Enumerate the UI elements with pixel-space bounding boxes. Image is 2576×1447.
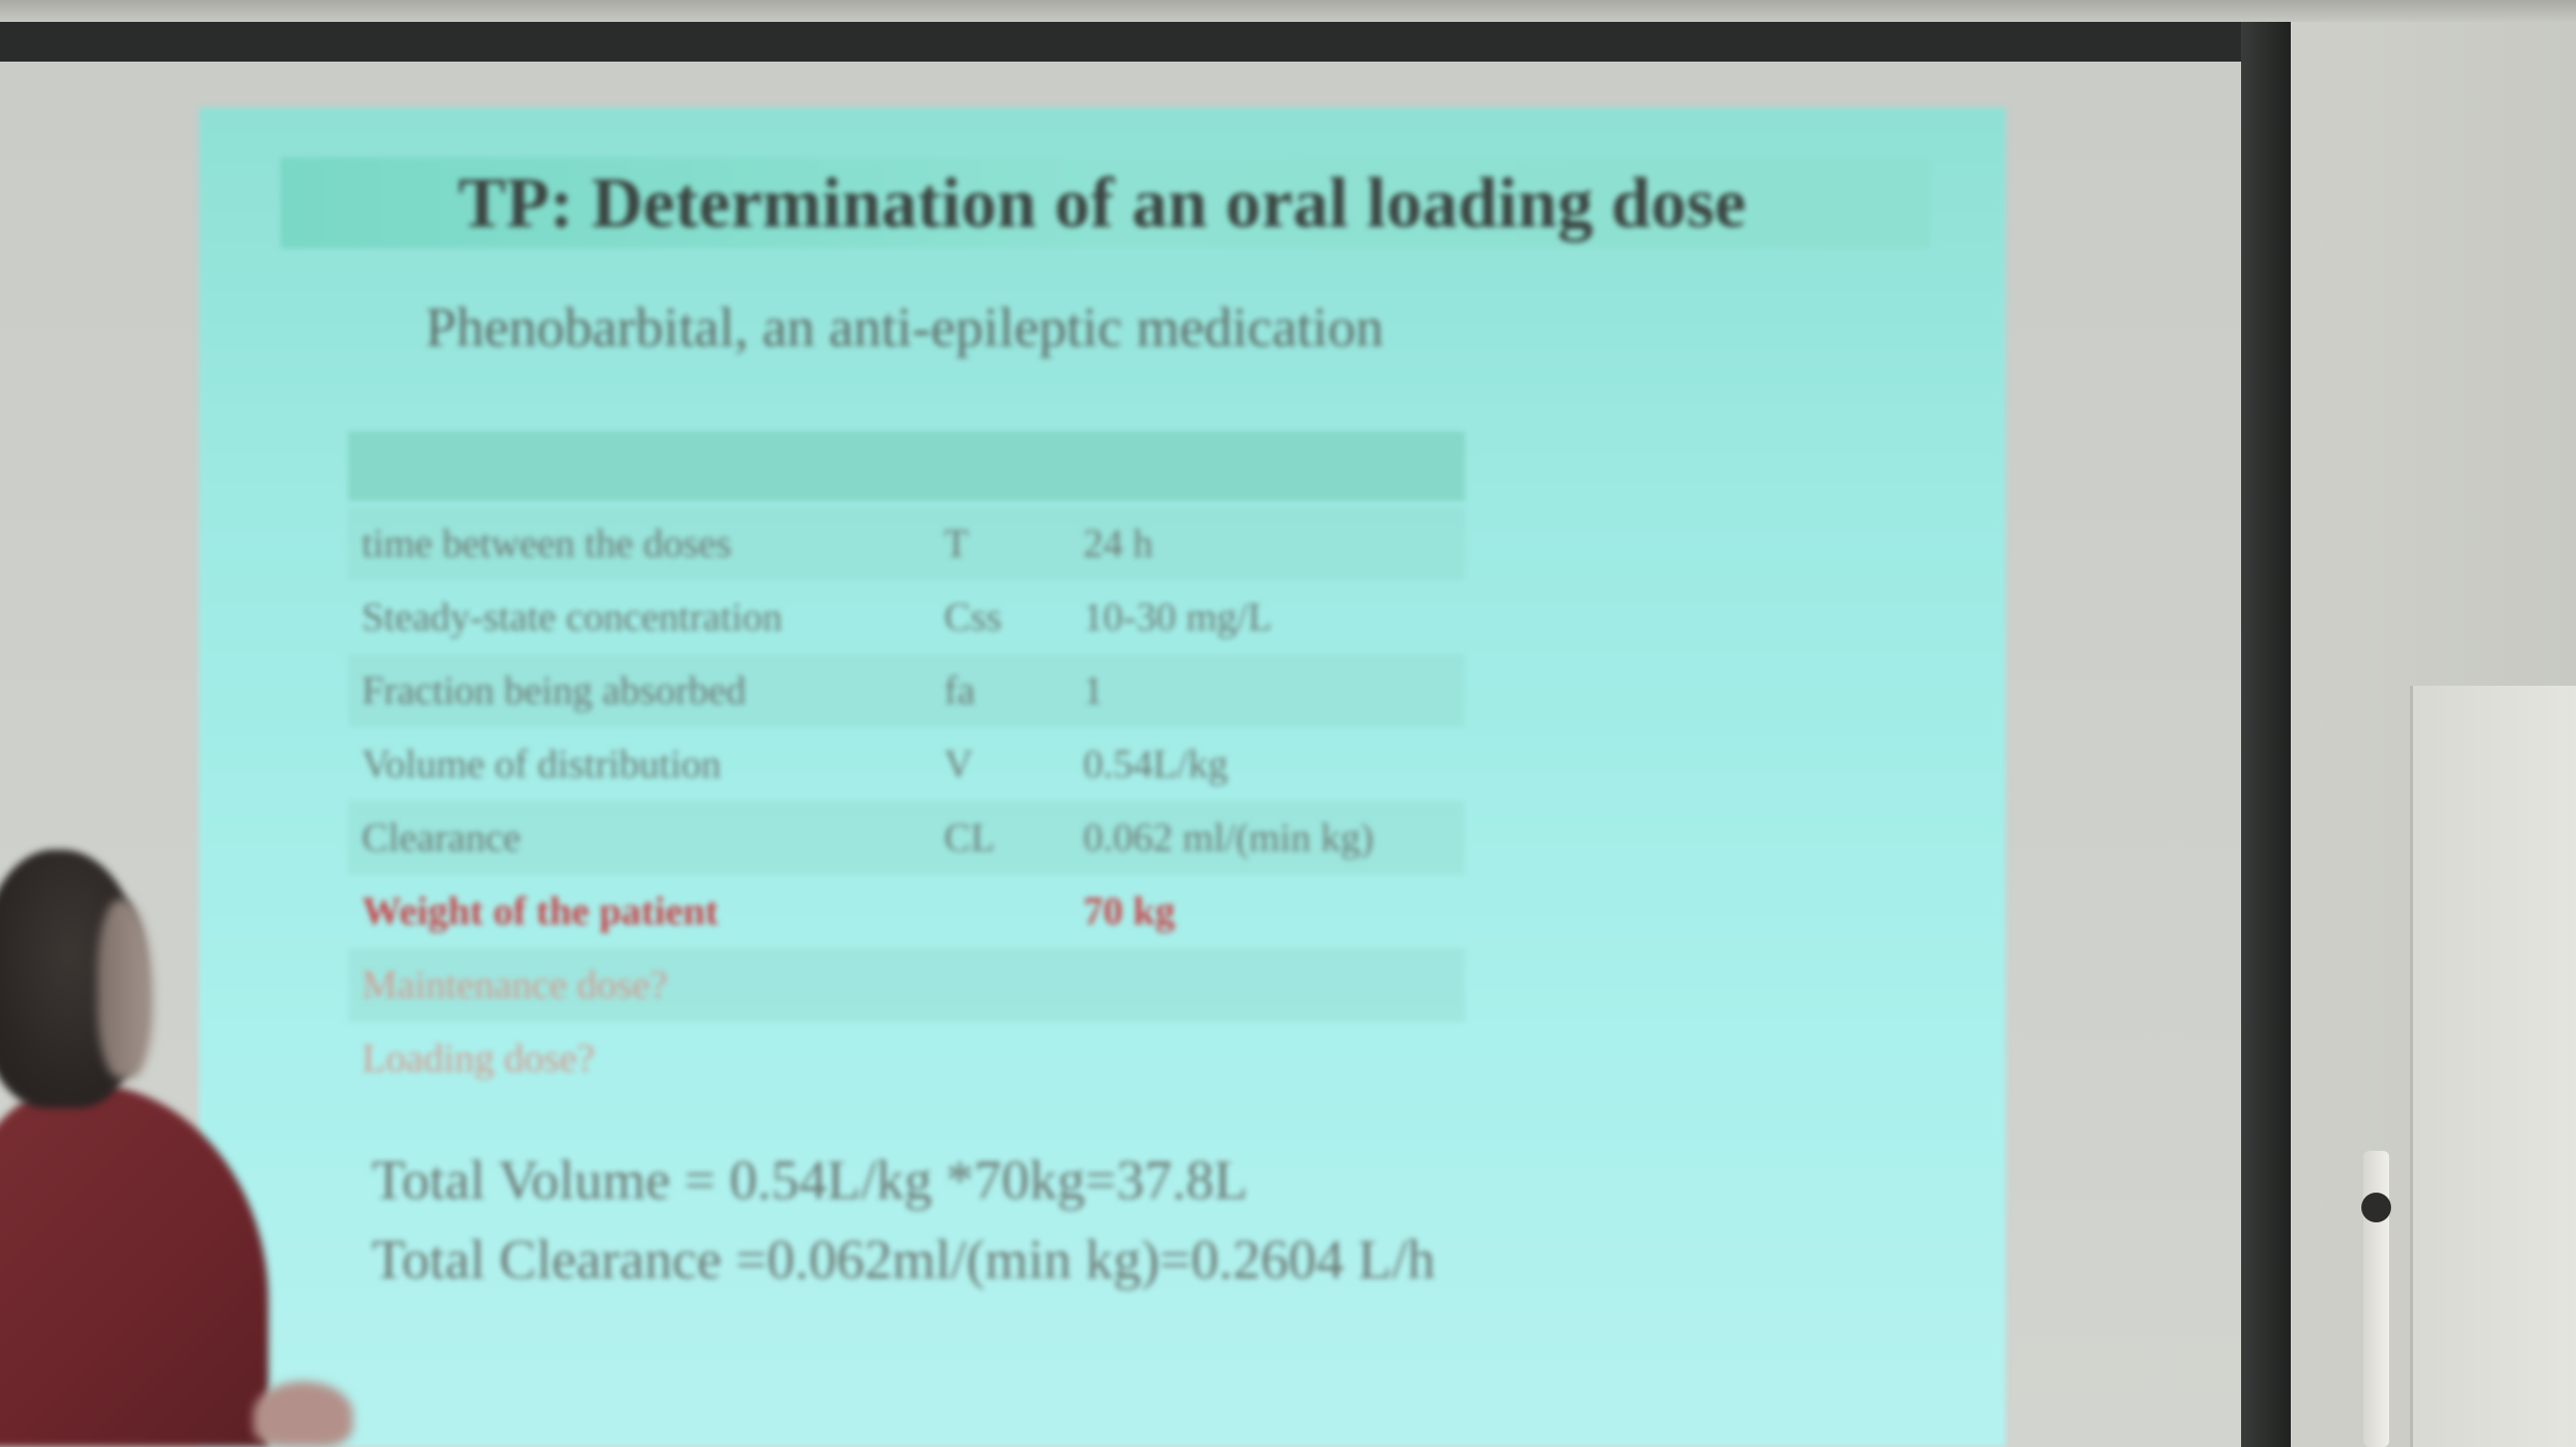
table-row: Volume of distribution V 0.54L/kg: [348, 727, 1465, 801]
table-header: [348, 431, 1465, 501]
door-knob: [2361, 1193, 2391, 1222]
total-volume-calc: Total Volume = 0.54L/kg *70kg=37.8L: [372, 1150, 1248, 1211]
row-label: Volume of distribution: [362, 741, 722, 786]
row-symbol: T: [944, 521, 969, 565]
presenter-hand: [253, 1381, 353, 1447]
table-row: Loading dose?: [348, 1022, 1465, 1095]
row-value: 0.062 ml/(min kg): [1083, 815, 1374, 860]
row-label: Weight of the patient: [362, 888, 719, 933]
projected-slide: TP: Determination of an oral loading dos…: [199, 107, 2006, 1447]
row-value: 0.54L/kg: [1083, 741, 1228, 786]
row-symbol: V: [944, 741, 973, 786]
table-row: Fraction being absorbed fa 1: [348, 654, 1465, 727]
presenter-face: [97, 899, 153, 1078]
parameter-table: time between the doses T 24 h Steady-sta…: [348, 507, 1465, 1095]
row-label: Steady-state concentration: [362, 594, 783, 639]
row-symbol: fa: [944, 668, 976, 713]
row-symbol: Css: [944, 594, 1002, 639]
total-clearance-calc: Total Clearance =0.062ml/(min kg)=0.2604…: [372, 1229, 1436, 1291]
table-row: Steady-state concentration Css 10-30 mg/…: [348, 580, 1465, 654]
row-symbol: CL: [944, 815, 996, 860]
slide-subtitle: Phenobarbital, an anti-epileptic medicat…: [425, 297, 1384, 359]
row-value: 70 kg: [1083, 888, 1176, 933]
row-label: Maintenance dose?: [362, 962, 668, 1007]
title-bar: [280, 157, 1930, 248]
ceiling: [0, 0, 2576, 22]
table-row: Weight of the patient 70 kg: [348, 875, 1465, 948]
row-value: 24 h: [1083, 521, 1153, 565]
row-label: Loading dose?: [362, 1036, 595, 1080]
row-value: 10-30 mg/L: [1083, 594, 1272, 639]
door: [2410, 686, 2576, 1447]
row-label: Fraction being absorbed: [362, 668, 746, 713]
screen-border: [2241, 22, 2291, 1447]
row-label: time between the doses: [362, 521, 732, 565]
table-row: time between the doses T 24 h: [348, 507, 1465, 580]
row-label: Clearance: [362, 815, 521, 860]
table-row: Maintenance dose?: [348, 948, 1465, 1022]
row-value: 1: [1083, 668, 1103, 713]
table-row: Clearance CL 0.062 ml/(min kg): [348, 801, 1465, 875]
slide-title: TP: Determination of an oral loading dos…: [458, 163, 1746, 242]
